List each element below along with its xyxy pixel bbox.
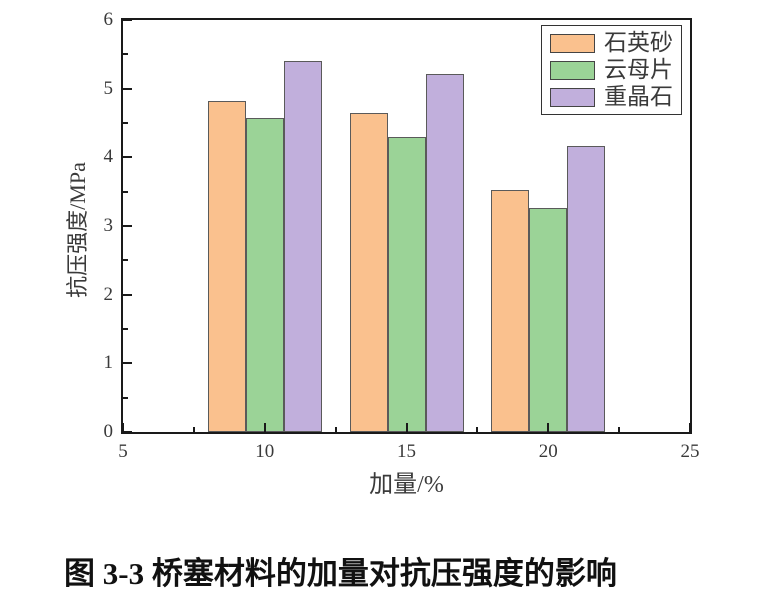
y-axis-tick (123, 259, 128, 262)
x-tick-label: 15 (397, 441, 416, 462)
y-tick-label: 6 (103, 9, 114, 30)
x-axis-tick (192, 427, 195, 432)
legend-item-石英砂: 石英砂 (550, 31, 673, 55)
x-axis-tick (547, 423, 550, 432)
bar-石英砂-10 (207, 101, 246, 432)
bar-重晶石-20 (567, 145, 606, 432)
y-axis-tick (123, 293, 132, 296)
y-axis-tick (123, 87, 132, 90)
y-tick-label: 2 (103, 283, 114, 305)
bar-云母片-10 (245, 118, 284, 432)
legend-item-重晶石: 重晶石 (550, 85, 673, 109)
y-axis-tick (123, 122, 128, 124)
bar-重晶石-15 (425, 73, 464, 432)
bar-石英砂-15 (349, 113, 388, 432)
legend-label: 重晶石 (604, 84, 673, 109)
legend-swatch (550, 33, 595, 53)
y-axis-tick (123, 431, 132, 433)
bar-云母片-15 (387, 136, 426, 432)
bar-重晶石-10 (283, 61, 322, 432)
y-axis-tick (123, 362, 132, 365)
y-axis-tick (123, 396, 128, 399)
y-axis-tick (123, 19, 132, 21)
bar-石英砂-20 (491, 190, 530, 432)
x-axis-tick (263, 423, 266, 432)
legend-swatch (550, 60, 595, 80)
legend-swatch (550, 87, 595, 107)
x-tick-label: 5 (118, 441, 128, 462)
legend-label: 石英砂 (604, 30, 673, 55)
x-axis-title: 加量/% (369, 472, 444, 498)
x-axis-tick (689, 423, 691, 432)
y-axis-tick (123, 328, 128, 330)
y-axis-tick (123, 190, 128, 193)
x-axis-tick (476, 427, 479, 432)
bar-chart: 0 1 2 3 4 5 6 5 10 15 20 25 加量/% 抗压强度/MPa 石英砂 云母片 重晶石 (65, 9, 700, 499)
x-tick-label: 25 (680, 441, 700, 462)
x-axis-tick (122, 423, 124, 432)
y-tick-label: 0 (103, 421, 114, 442)
bar-云母片-20 (529, 208, 568, 432)
legend-label: 云母片 (604, 57, 673, 82)
y-axis-tick (123, 225, 132, 227)
y-tick-label: 5 (103, 77, 114, 99)
x-axis-tick (618, 427, 621, 432)
x-axis-tick (334, 427, 337, 432)
legend-item-云母片: 云母片 (550, 58, 673, 82)
y-axis-tick (123, 53, 128, 56)
y-tick-label: 1 (103, 352, 114, 374)
y-axis-title: 抗压强度/MPa (65, 162, 90, 298)
y-tick-label: 4 (103, 146, 114, 168)
figure-caption: 图 3-3 桥塞材料的加量对抗压强度的影响 (64, 556, 617, 591)
x-axis-tick (405, 423, 408, 432)
y-axis-tick (123, 156, 132, 159)
legend: 石英砂 云母片 重晶石 (541, 25, 682, 115)
x-tick-label: 10 (255, 441, 275, 462)
x-tick-label: 20 (538, 441, 558, 462)
y-tick-label: 3 (103, 215, 114, 236)
